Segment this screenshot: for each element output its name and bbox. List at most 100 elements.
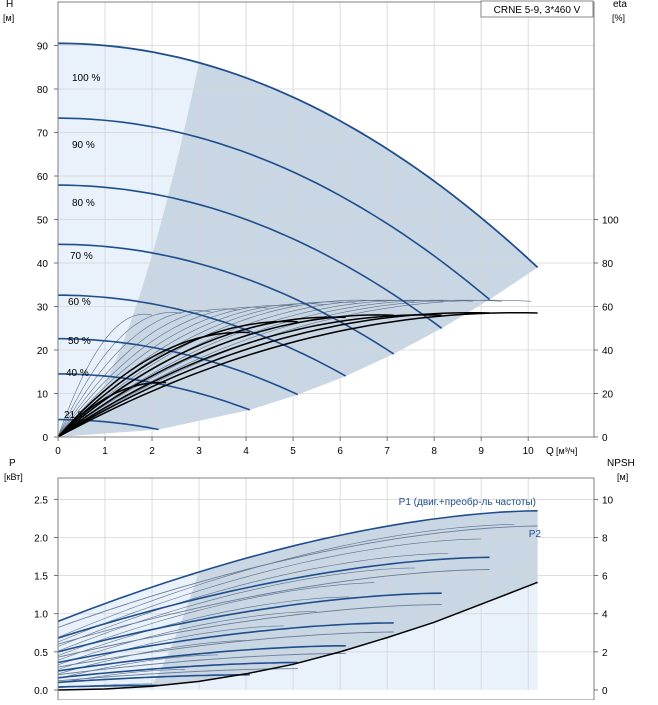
eta-curve-2 — [57, 314, 442, 438]
bottom-power-curves — [57, 510, 538, 688]
speed-label-50: 50 % — [68, 336, 91, 347]
top-ytick-left-0: 0 — [42, 433, 48, 444]
bottom-thin-11 — [57, 524, 515, 638]
head-curve-70 — [57, 243, 395, 355]
bottom-ytick-right-10: 10 — [602, 495, 614, 506]
bottom-ytick-left-0: 0.0 — [34, 686, 48, 697]
bottom-ytick-right-8: 8 — [602, 533, 608, 544]
top-y-ticks-right: 0 20 40 60 80 100 — [594, 216, 619, 444]
bottom-y-unit-left: [кВт] — [4, 472, 23, 482]
eta-curve-7 — [57, 381, 167, 438]
top-xtick-7: 7 — [384, 446, 390, 457]
p1-curve-5 — [57, 661, 298, 679]
bottom-y-ticks-right: 0 2 4 6 8 10 — [594, 495, 614, 697]
x-axis-label: Q — [546, 446, 554, 457]
speed-label-80: 80 % — [72, 198, 95, 209]
top-xtick-8: 8 — [431, 446, 437, 457]
bottom-thin-8 — [57, 567, 416, 652]
speed-label-60: 60 % — [68, 297, 91, 308]
head-curve-90 — [57, 117, 491, 301]
top-ytick-left-30: 30 — [37, 303, 49, 314]
bottom-ytick-right-4: 4 — [602, 610, 608, 621]
speed-label-90: 90 % — [72, 140, 95, 151]
eta-family-5 — [57, 305, 298, 438]
head-curve-60 — [58, 294, 347, 377]
eta-curve-0 — [57, 311, 538, 438]
top-head-curves — [57, 42, 539, 431]
speed-label-100: 100 % — [72, 73, 100, 84]
speed-label-21: 21 % — [64, 410, 87, 421]
top-ytick-right-0: 0 — [602, 433, 608, 444]
p1-curve-4 — [57, 645, 346, 672]
eta-curve-6 — [57, 331, 250, 438]
top-xtick-3: 3 — [196, 446, 202, 457]
p2-label: P2 — [529, 529, 542, 540]
dark-operating-region — [58, 62, 538, 437]
top-ytick-right-20: 20 — [602, 390, 614, 401]
bottom-ytick-right-0: 0 — [602, 686, 608, 697]
head-curve-80 — [57, 184, 443, 329]
top-y-ticks-left: 0 10 20 30 40 50 60 70 80 90 — [37, 42, 58, 444]
p2-curve-2 — [57, 604, 442, 658]
bottom-ytick-left-1: 0.5 — [34, 648, 48, 659]
top-xtick-1: 1 — [102, 446, 108, 457]
bottom-ytick-left-4: 2.0 — [34, 533, 48, 544]
top-x-ticks: 0 1 2 3 4 5 6 7 8 9 10 — [55, 437, 534, 457]
top-ytick-left-80: 80 — [37, 85, 49, 96]
bottom-y-label-left: P — [9, 458, 16, 469]
p2-curve-1 — [57, 569, 490, 645]
bottom-thin-10 — [57, 538, 482, 643]
top-ytick-left-60: 60 — [37, 172, 49, 183]
top-y-unit-left: [м] — [3, 13, 14, 23]
top-ytick-left-50: 50 — [37, 216, 49, 227]
bottom-ytick-left-3: 1.5 — [34, 572, 48, 583]
head-curve-100 — [57, 42, 539, 269]
head-curve-50 — [58, 337, 299, 396]
bottom-npsh-curve — [57, 581, 538, 691]
eta-family-4 — [57, 306, 269, 438]
npsh-curve — [57, 581, 538, 691]
bottom-thin-lines — [57, 524, 538, 688]
top-speed-labels: 100 % 90 % 80 % 70 % 60 % 50 % 40 % 21 % — [64, 73, 100, 421]
top-xtick-5: 5 — [290, 446, 296, 457]
top-ytick-right-60: 60 — [602, 303, 614, 314]
bottom-thin-6 — [57, 596, 350, 661]
top-ytick-left-20: 20 — [37, 346, 49, 357]
speed-label-70: 70 % — [70, 251, 93, 262]
p1-curve-2 — [57, 592, 442, 653]
title-box — [480, 0, 594, 18]
p1-curve-0 — [57, 510, 538, 623]
bottom-thin-7 — [57, 582, 375, 656]
p1-curve-6 — [57, 673, 250, 684]
top-xtick-9: 9 — [478, 446, 484, 457]
bottom-thin-3 — [57, 640, 251, 675]
top-ytick-left-40: 40 — [37, 259, 49, 270]
eta-family-0 — [57, 313, 153, 438]
top-y-unit-right: [%] — [612, 13, 625, 23]
speed-label-40: 40 % — [66, 368, 89, 379]
eta-family-1 — [57, 312, 182, 438]
top-xtick-10: 10 — [523, 446, 535, 457]
top-y-label-right: eta — [613, 0, 627, 10]
top-xtick-0: 0 — [55, 446, 61, 457]
top-xtick-6: 6 — [337, 446, 343, 457]
bottom-thin-4 — [57, 625, 284, 670]
top-ytick-left-90: 90 — [37, 42, 49, 53]
bottom-ytick-right-6: 6 — [602, 572, 608, 583]
bottom-thin-9 — [57, 553, 449, 647]
top-ytick-right-100: 100 — [602, 216, 619, 227]
bottom-thin-5 — [57, 611, 317, 666]
top-eta-curves — [57, 311, 538, 438]
bottom-y-unit-right: [м] — [617, 472, 628, 482]
bottom-dark-region — [147, 510, 538, 690]
eta-family-12 — [57, 299, 502, 438]
eta-family-13 — [57, 299, 532, 438]
chart-title: CRNE 5-9, 3*460 V — [494, 5, 581, 16]
top-ytick-left-10: 10 — [37, 390, 49, 401]
bottom-y-label-right: NPSH — [607, 458, 635, 469]
eta-curve-5 — [57, 320, 298, 438]
top-ytick-right-80: 80 — [602, 259, 614, 270]
